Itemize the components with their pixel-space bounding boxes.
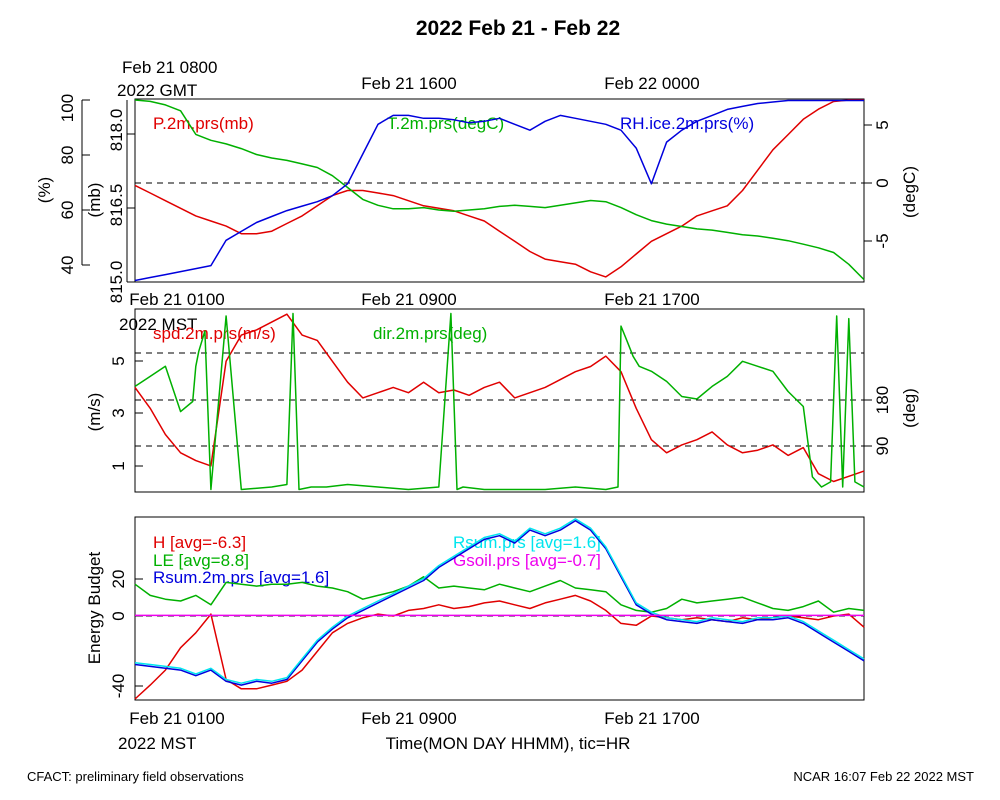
- gmt-tick-1600: Feb 21 1600: [361, 74, 456, 93]
- series-line-middle-1: [134, 312, 865, 491]
- legend-h-avg: [avg=-6.3]: [170, 533, 246, 552]
- legend-gsoil-avg: [avg=-0.7]: [525, 551, 601, 570]
- pct-unit: (%): [35, 177, 54, 203]
- degc-axis: 5 0 -5 (degC): [864, 120, 919, 249]
- x-axis-label: Time(MON DAY HHMM), tic=HR: [386, 734, 631, 753]
- mb-tick-818: 818.0: [107, 109, 126, 152]
- bottom-panel-frame: [134, 516, 865, 701]
- degc-tick-minus5: -5: [873, 233, 892, 248]
- mst-tick-0900-bottom: Feb 21 0900: [361, 709, 456, 728]
- pct-axis: 40 60 80 100 (%): [35, 94, 90, 275]
- series-layer: [134, 99, 865, 700]
- mb-unit: (mb): [85, 183, 104, 218]
- degc-unit: (degC): [900, 166, 919, 218]
- mst-tick-1700-top: Feb 21 1700: [604, 290, 699, 309]
- series-line-bottom-0: [134, 594, 865, 700]
- deg-unit: (deg): [900, 388, 919, 428]
- ms-tick-3: 3: [109, 408, 128, 417]
- deg-tick-180: 180: [873, 386, 892, 414]
- gmt-label-line2: 2022 GMT: [117, 81, 197, 100]
- mb-tick-816-5: 816.5: [107, 184, 126, 227]
- mst-tick-1700-bottom: Feb 21 1700: [604, 709, 699, 728]
- ms-axis: 1 3 5 (m/s): [85, 356, 143, 471]
- legend-temperature: T.2m.prs(degC): [387, 114, 504, 133]
- series-line-bottom-3: [134, 518, 865, 684]
- degc-tick-5: 5: [873, 120, 892, 129]
- top-panel-frame: [134, 98, 865, 283]
- series-line-middle-0: [134, 313, 865, 483]
- series-line-top-0: [134, 99, 864, 278]
- legend-h-name: H: [153, 533, 165, 552]
- ms-tick-1: 1: [109, 461, 128, 470]
- energy-tick-minus40: -40: [109, 674, 128, 699]
- mst-tick-0900-top: Feb 21 0900: [361, 290, 456, 309]
- legend-rsum-prs-avg: [avg=1.6]: [530, 533, 600, 552]
- legend-pressure: P.2m.prs(mb): [153, 114, 254, 133]
- series-line-top-2: [134, 99, 864, 282]
- energy-tick-20: 20: [109, 570, 128, 589]
- legend-le: LE [avg=8.8]: [153, 551, 249, 570]
- deg-tick-90: 90: [873, 437, 892, 456]
- series-line-top-1: [134, 99, 865, 281]
- mst-year-label-bottom: 2022 MST: [118, 734, 196, 753]
- degc-tick-0: 0: [873, 178, 892, 187]
- pct-tick-80: 80: [58, 146, 77, 165]
- footer-right: NCAR 16:07 Feb 22 2022 MST: [793, 769, 974, 784]
- series-line-bottom-1: [134, 576, 865, 613]
- mst-year-label-top: 2022 MST: [119, 315, 197, 334]
- pct-tick-60: 60: [58, 201, 77, 220]
- legend-direction: dir.2m.prs(deg): [373, 324, 487, 343]
- legend-rh-ice: RH.ice.2m.prs(%): [620, 114, 754, 133]
- legend-speed: spd.2m.prs(m/s): [153, 324, 276, 343]
- legend-le-name: LE: [153, 551, 174, 570]
- gmt-tick-0000: Feb 22 0000: [604, 74, 699, 93]
- mst-tick-0100-bottom: Feb 21 0100: [129, 709, 224, 728]
- footer-left: CFACT: preliminary field observations: [27, 769, 244, 784]
- energy-ylabel: Energy Budget: [85, 551, 104, 664]
- chart-title: 2022 Feb 21 - Feb 22: [416, 17, 620, 40]
- energy-axis: 20 0 -40 Energy Budget: [85, 551, 143, 698]
- legend-gsoil: Gsoil.prs [avg=-0.7]: [453, 551, 601, 570]
- legend-gsoil-name: Gsoil.prs: [453, 551, 520, 570]
- pct-tick-40: 40: [58, 256, 77, 275]
- ms-tick-5: 5: [109, 356, 128, 365]
- deg-axis: 90 180 (deg): [864, 386, 919, 456]
- energy-tick-0: 0: [109, 611, 128, 620]
- mb-tick-815: 815.0: [107, 261, 126, 304]
- pct-tick-100: 100: [58, 94, 77, 122]
- legend-rsum-2m: Rsum.2m.prs [avg=1.6]: [153, 568, 329, 587]
- ms-unit: (m/s): [85, 393, 104, 432]
- mb-axis: 815.0 816.5 818.0 (mb): [85, 100, 135, 303]
- legend-h: H [avg=-6.3]: [153, 533, 246, 552]
- gmt-label-line1: Feb 21 0800: [122, 58, 217, 77]
- series-line-bottom-2: [134, 519, 865, 686]
- mst-tick-0100-top: Feb 21 0100: [129, 290, 224, 309]
- legend-le-avg: [avg=8.8]: [179, 551, 249, 570]
- legend-rsum-2m-avg: [avg=1.6]: [259, 568, 329, 587]
